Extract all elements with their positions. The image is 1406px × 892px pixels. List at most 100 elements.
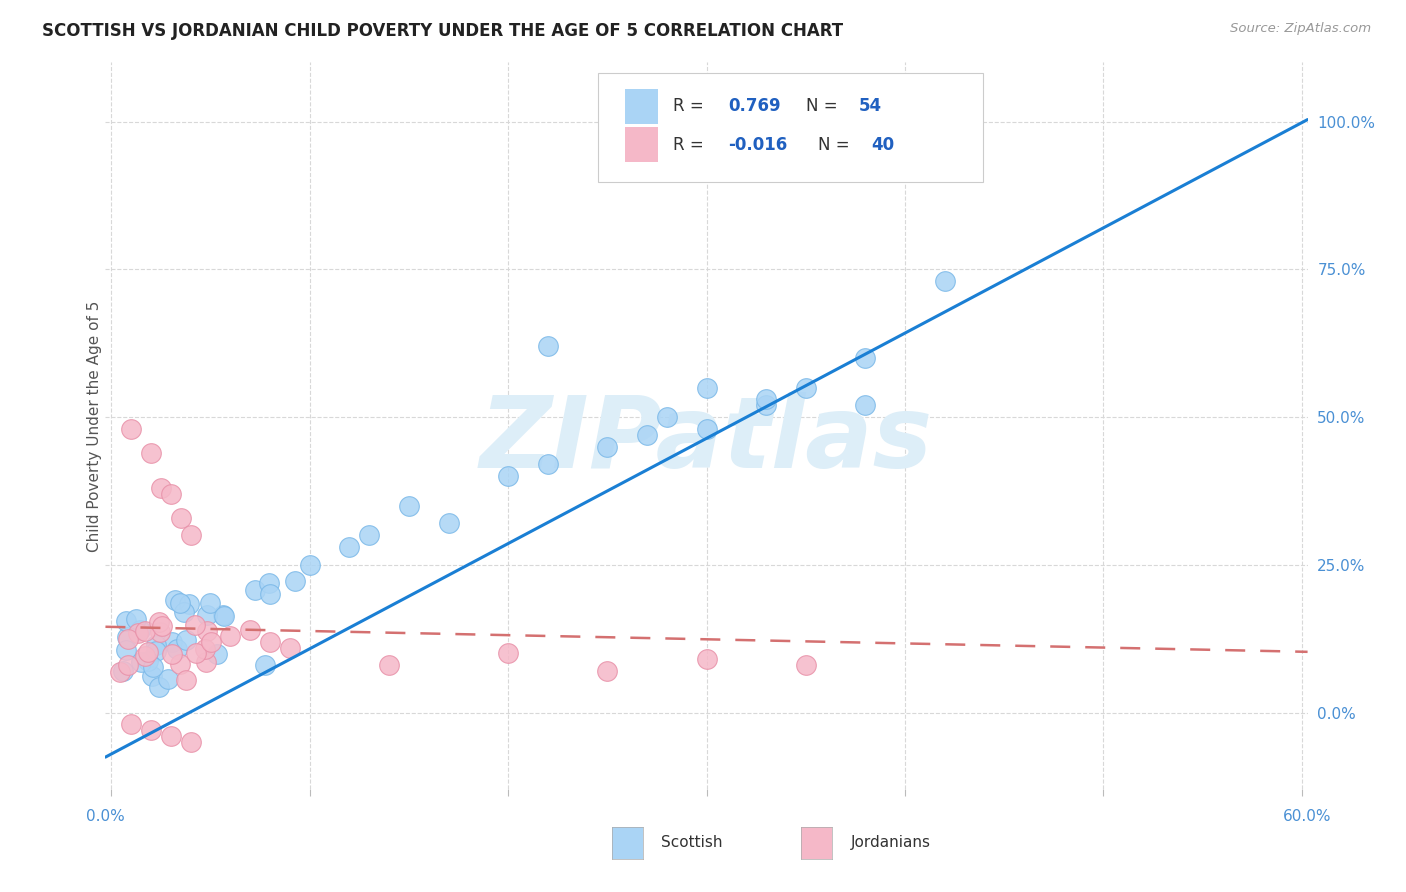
- Text: Jordanians: Jordanians: [851, 836, 931, 850]
- Point: [180, 528, 202, 542]
- Point: [259, 634, 281, 648]
- Text: -0.016: -0.016: [728, 136, 787, 153]
- Point: [195, 607, 218, 622]
- Point: [186, 646, 208, 660]
- Point: [145, 638, 167, 652]
- Point: [695, 422, 717, 436]
- Point: [257, 576, 280, 591]
- Point: [853, 398, 876, 412]
- Point: [169, 657, 191, 671]
- Point: [134, 624, 156, 638]
- Text: R =: R =: [673, 136, 709, 153]
- Point: [115, 643, 138, 657]
- Point: [173, 605, 195, 619]
- Point: [125, 612, 148, 626]
- Point: [145, 644, 167, 658]
- Point: [160, 729, 183, 743]
- Point: [174, 673, 197, 688]
- Text: Scottish: Scottish: [661, 836, 723, 850]
- Point: [278, 640, 301, 655]
- Point: [165, 592, 187, 607]
- Point: [212, 609, 235, 624]
- Point: [120, 422, 142, 436]
- Point: [695, 652, 717, 666]
- Point: [120, 717, 142, 731]
- Point: [136, 645, 159, 659]
- Point: [934, 274, 956, 288]
- FancyBboxPatch shape: [599, 73, 983, 182]
- Point: [655, 410, 678, 425]
- Point: [160, 635, 183, 649]
- Point: [115, 630, 138, 644]
- Point: [755, 398, 778, 412]
- Point: [596, 664, 619, 678]
- Point: [212, 608, 235, 623]
- Point: [636, 427, 658, 442]
- Point: [160, 487, 183, 501]
- Text: R =: R =: [673, 97, 709, 115]
- Point: [149, 625, 172, 640]
- Text: 0.769: 0.769: [728, 97, 780, 115]
- Point: [194, 642, 217, 657]
- Point: [110, 665, 132, 680]
- Point: [537, 339, 560, 353]
- FancyBboxPatch shape: [624, 128, 658, 162]
- Point: [131, 655, 153, 669]
- Point: [359, 528, 381, 542]
- Text: 60.0%: 60.0%: [1284, 809, 1331, 824]
- Point: [298, 558, 321, 572]
- Point: [141, 669, 163, 683]
- Point: [148, 615, 170, 629]
- Text: 40: 40: [872, 136, 894, 153]
- Point: [166, 641, 188, 656]
- Point: [794, 658, 817, 673]
- Point: [117, 658, 139, 673]
- Point: [205, 648, 228, 662]
- Point: [339, 540, 361, 554]
- Point: [139, 723, 162, 738]
- Point: [160, 647, 183, 661]
- Point: [129, 623, 152, 637]
- Point: [136, 654, 159, 668]
- Point: [195, 624, 218, 639]
- Point: [157, 672, 180, 686]
- Point: [239, 623, 262, 637]
- Point: [853, 351, 876, 365]
- Point: [219, 629, 242, 643]
- Point: [254, 658, 277, 673]
- Point: [127, 625, 149, 640]
- Point: [198, 597, 221, 611]
- Point: [180, 735, 202, 749]
- Point: [117, 632, 139, 647]
- Y-axis label: Child Poverty Under the Age of 5: Child Poverty Under the Age of 5: [87, 301, 101, 551]
- Text: 0.0%: 0.0%: [86, 809, 125, 824]
- Point: [496, 469, 519, 483]
- Point: [259, 587, 281, 601]
- Point: [695, 380, 717, 394]
- Point: [398, 499, 420, 513]
- Text: ZIPatlas: ZIPatlas: [479, 392, 934, 489]
- Point: [245, 583, 267, 598]
- Text: SCOTTISH VS JORDANIAN CHILD POVERTY UNDER THE AGE OF 5 CORRELATION CHART: SCOTTISH VS JORDANIAN CHILD POVERTY UNDE…: [42, 22, 844, 40]
- Text: N =: N =: [818, 136, 855, 153]
- Point: [437, 516, 460, 531]
- Text: Source: ZipAtlas.com: Source: ZipAtlas.com: [1230, 22, 1371, 36]
- Point: [596, 440, 619, 454]
- Point: [200, 634, 222, 648]
- Point: [378, 658, 401, 673]
- Point: [150, 619, 173, 633]
- Point: [148, 680, 170, 694]
- Text: 54: 54: [859, 97, 883, 115]
- Text: N =: N =: [806, 97, 844, 115]
- Point: [184, 618, 207, 632]
- Point: [179, 597, 201, 611]
- Point: [115, 614, 138, 628]
- Point: [755, 392, 778, 407]
- Point: [142, 660, 165, 674]
- Point: [139, 445, 162, 459]
- FancyBboxPatch shape: [624, 88, 658, 123]
- Point: [169, 596, 191, 610]
- Point: [112, 665, 135, 679]
- Point: [134, 648, 156, 663]
- Point: [150, 481, 173, 495]
